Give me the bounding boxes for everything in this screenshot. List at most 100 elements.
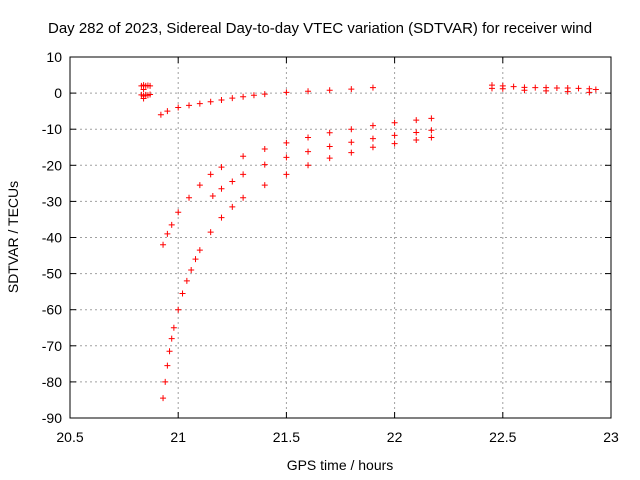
data-point bbox=[140, 95, 147, 102]
data-point bbox=[160, 241, 167, 248]
data-point bbox=[179, 290, 186, 297]
data-point bbox=[166, 348, 173, 355]
data-point bbox=[369, 122, 376, 129]
data-point bbox=[575, 85, 582, 92]
data-point bbox=[164, 362, 171, 369]
data-point bbox=[168, 221, 175, 228]
series-arc-3 bbox=[160, 115, 435, 248]
data-point bbox=[413, 129, 420, 136]
data-point bbox=[391, 140, 398, 147]
data-point bbox=[207, 171, 214, 178]
data-point bbox=[183, 277, 190, 284]
data-point bbox=[192, 256, 199, 263]
y-tick-label: -40 bbox=[42, 230, 62, 246]
data-point bbox=[305, 134, 312, 141]
data-point bbox=[428, 134, 435, 141]
data-point bbox=[543, 87, 550, 94]
y-tick-label: -50 bbox=[42, 266, 62, 282]
data-point bbox=[175, 306, 182, 313]
data-point bbox=[348, 149, 355, 156]
data-point bbox=[348, 86, 355, 93]
series-arc-2 bbox=[157, 84, 376, 118]
data-point bbox=[391, 132, 398, 139]
data-point bbox=[240, 153, 247, 160]
chart-title: Day 282 of 2023, Sidereal Day-to-day VTE… bbox=[48, 20, 592, 37]
data-point bbox=[196, 182, 203, 189]
data-point bbox=[170, 324, 177, 331]
y-tick-label: -30 bbox=[42, 193, 62, 209]
data-point bbox=[413, 137, 420, 144]
data-point bbox=[261, 161, 268, 168]
data-point bbox=[186, 102, 193, 109]
data-point bbox=[326, 129, 333, 136]
x-tick-label: 21.5 bbox=[273, 429, 300, 445]
data-point bbox=[428, 115, 435, 122]
data-point bbox=[586, 89, 593, 96]
y-tick-label: -10 bbox=[42, 121, 62, 137]
y-tick-label: 0 bbox=[54, 85, 62, 101]
data-point bbox=[428, 127, 435, 134]
data-point bbox=[592, 86, 599, 93]
data-point bbox=[240, 194, 247, 201]
data-point bbox=[391, 119, 398, 126]
data-point bbox=[157, 111, 164, 118]
data-point bbox=[369, 144, 376, 151]
data-point bbox=[147, 91, 154, 98]
data-point bbox=[196, 247, 203, 254]
data-point bbox=[207, 229, 214, 236]
data-point bbox=[326, 155, 333, 162]
data-point bbox=[188, 266, 195, 273]
data-point bbox=[175, 209, 182, 216]
x-tick-label: 23 bbox=[603, 429, 619, 445]
data-point bbox=[326, 87, 333, 94]
data-point bbox=[186, 194, 193, 201]
data-point bbox=[218, 96, 225, 103]
data-point bbox=[218, 164, 225, 171]
x-tick-label: 22.5 bbox=[489, 429, 516, 445]
data-point bbox=[283, 171, 290, 178]
data-point bbox=[553, 85, 560, 92]
x-tick-label: 21 bbox=[170, 429, 186, 445]
data-point bbox=[261, 146, 268, 153]
data-point bbox=[305, 88, 312, 95]
data-point bbox=[164, 230, 171, 237]
data-point bbox=[348, 139, 355, 146]
data-point bbox=[175, 104, 182, 111]
data-point bbox=[413, 117, 420, 124]
y-tick-label: -90 bbox=[42, 410, 62, 426]
y-tick-label: -70 bbox=[42, 338, 62, 354]
data-point bbox=[164, 108, 171, 115]
y-tick-label: -60 bbox=[42, 302, 62, 318]
series-arc-1 bbox=[138, 82, 154, 102]
x-tick-label: 22 bbox=[387, 429, 403, 445]
data-point bbox=[240, 171, 247, 178]
data-point bbox=[564, 88, 571, 95]
data-point bbox=[283, 154, 290, 161]
series-arc-4 bbox=[209, 127, 435, 199]
data-point bbox=[229, 203, 236, 210]
data-point bbox=[240, 93, 247, 100]
data-point bbox=[229, 95, 236, 102]
data-point bbox=[261, 182, 268, 189]
data-point bbox=[250, 92, 257, 99]
axis-ticks: 20.5 21 21.5 22 22.5 23 10 0 -10 -20 -30 -40 -50 -60 -… bbox=[42, 49, 619, 445]
data-marks bbox=[138, 82, 599, 402]
y-tick-label: 10 bbox=[46, 49, 62, 65]
data-point bbox=[305, 148, 312, 155]
grid-lines bbox=[70, 57, 611, 418]
y-tick-label: -20 bbox=[42, 157, 62, 173]
data-point bbox=[168, 335, 175, 342]
data-point bbox=[488, 85, 495, 92]
series-arc-5 bbox=[160, 134, 435, 402]
data-point bbox=[218, 185, 225, 192]
x-axis-label: GPS time / hours bbox=[287, 457, 394, 473]
data-point bbox=[160, 395, 167, 402]
data-point bbox=[499, 85, 506, 92]
y-axis-label: SDTVAR / TECUs bbox=[5, 181, 21, 293]
data-point bbox=[510, 83, 517, 90]
data-point bbox=[532, 84, 539, 91]
data-point bbox=[140, 86, 147, 93]
data-point bbox=[283, 139, 290, 146]
data-point bbox=[283, 89, 290, 96]
